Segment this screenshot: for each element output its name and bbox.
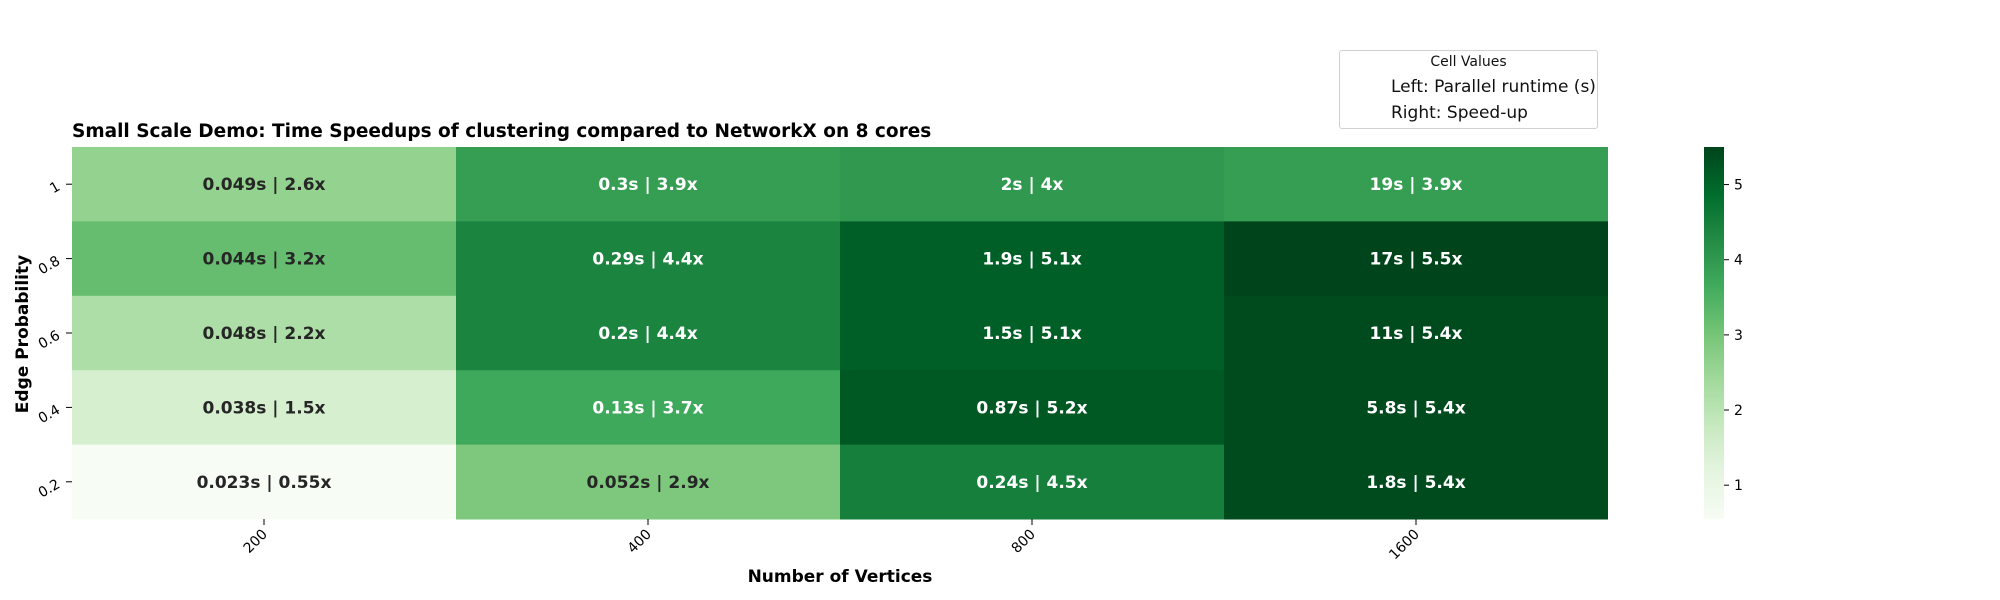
colorbar-ticks: 1 2 3 4 5	[1724, 178, 1743, 494]
heatmap-cell	[456, 221, 840, 297]
cell-label: 0.023s | 0.55x	[197, 473, 332, 493]
y-axis-label: Edge Probability	[13, 255, 33, 413]
colorbar	[1704, 147, 1724, 519]
cell-label: 0.038s | 1.5x	[202, 398, 325, 418]
heatmap-cell	[456, 295, 840, 371]
x-tick-label: 200	[241, 527, 271, 557]
heatmap-cell	[840, 147, 1224, 222]
heatmap-cell	[456, 444, 840, 520]
heatmap-cell	[72, 370, 456, 446]
heatmap-cell	[840, 370, 1224, 446]
y-tick-label: 1	[47, 179, 63, 197]
y-axis-ticks: 1 0.8 0.6 0.4 0.2	[36, 179, 72, 501]
y-tick-label: 0.8	[36, 253, 63, 278]
cell-label: 11s | 5.4x	[1370, 324, 1463, 344]
heatmap-cell	[72, 221, 456, 297]
heatmap-cell	[840, 295, 1224, 371]
heatmap-cells: 0.049s | 2.6x 0.3s | 3.9x 2s | 4x 19s | 3.9…	[72, 147, 1608, 520]
colorbar-tick-label: 2	[1734, 403, 1743, 419]
heatmap-cell	[72, 147, 456, 222]
cell-label: 0.24s | 4.5x	[976, 473, 1087, 493]
x-axis-ticks: 200 400 800 1600	[241, 519, 1423, 563]
heatmap-cell	[840, 221, 1224, 297]
heatmap-cell	[456, 370, 840, 446]
cell-label: 0.29s | 4.4x	[592, 250, 703, 270]
heatmap-cell	[72, 295, 456, 371]
heatmap-cell	[840, 444, 1224, 520]
colorbar-tick-label: 4	[1734, 253, 1743, 269]
cell-label: 5.8s | 5.4x	[1366, 398, 1465, 418]
x-tick-label: 800	[1009, 527, 1039, 557]
cell-label: 0.048s | 2.2x	[202, 324, 325, 344]
heatmap-cell	[1224, 444, 1608, 520]
chart-title: Small Scale Demo: Time Speedups of clust…	[72, 121, 931, 142]
heatmap-cell	[456, 147, 840, 222]
cell-values-legend: Cell Values Left: Parallel runtime (s) R…	[1339, 50, 1598, 129]
cell-label: 1.8s | 5.4x	[1366, 473, 1465, 493]
cell-label: 1.5s | 5.1x	[982, 324, 1081, 344]
x-tick-label: 1600	[1386, 527, 1423, 564]
x-axis-label: Number of Vertices	[748, 567, 933, 587]
heatmap-cell	[1224, 370, 1608, 446]
cell-label: 17s | 5.5x	[1370, 250, 1463, 270]
x-tick-label: 400	[625, 527, 655, 557]
cell-label: 0.2s | 4.4x	[598, 324, 697, 344]
cell-label: 0.049s | 2.6x	[202, 175, 325, 195]
y-tick-label: 0.4	[36, 402, 63, 427]
cell-label: 0.044s | 3.2x	[202, 250, 325, 270]
heatmap-cell	[1224, 221, 1608, 297]
heatmap-cell	[1224, 147, 1608, 222]
colorbar-tick-label: 5	[1734, 178, 1743, 194]
y-tick-label: 0.6	[36, 328, 63, 353]
legend-entry-right: Right: Speed-up	[1391, 103, 1528, 123]
cell-label: 0.3s | 3.9x	[598, 175, 697, 195]
colorbar-tick-label: 1	[1734, 478, 1743, 494]
legend-entry-left: Left: Parallel runtime (s)	[1391, 77, 1596, 97]
cell-label: 19s | 3.9x	[1370, 175, 1463, 195]
cell-label: 1.9s | 5.1x	[982, 250, 1081, 270]
cell-label: 0.052s | 2.9x	[586, 473, 709, 493]
heatmap-cell	[1224, 295, 1608, 371]
cell-label: 0.87s | 5.2x	[976, 398, 1087, 418]
cell-label: 2s | 4x	[1001, 175, 1064, 195]
heatmap-cell	[72, 444, 456, 520]
legend-title: Cell Values	[1430, 54, 1507, 70]
cell-label: 0.13s | 3.7x	[592, 398, 703, 418]
colorbar-tick-label: 3	[1734, 328, 1743, 344]
y-tick-label: 0.2	[36, 476, 63, 501]
